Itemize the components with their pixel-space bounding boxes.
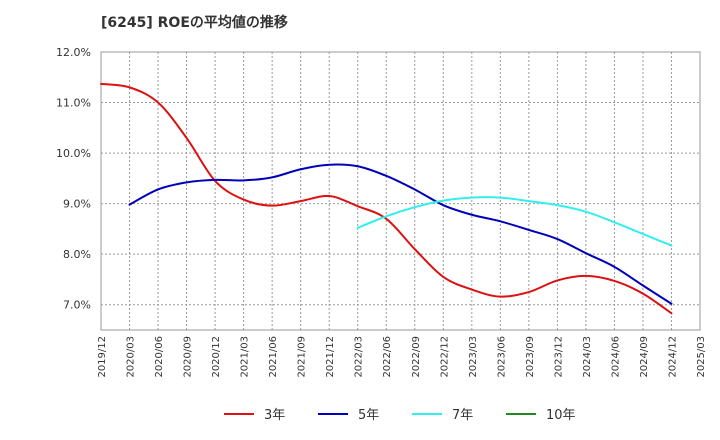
series-line-2 xyxy=(128,163,673,305)
grid-layer xyxy=(101,52,700,330)
legend-label-1: 3年 xyxy=(264,408,285,423)
x-tick-label: 2024/06 xyxy=(610,336,621,378)
series-layer xyxy=(100,82,673,315)
x-tick-label: 2024/12 xyxy=(667,336,678,378)
x-axis-ticks: 2019/12 2020/03 2020/06 2020/09 2020/12 2021/… xyxy=(97,336,707,378)
x-tick-label: 2024/03 xyxy=(582,336,593,378)
x-tick-label: 2022/09 xyxy=(411,336,422,378)
x-tick-label: 2021/03 xyxy=(240,336,251,378)
x-tick-label: 2022/06 xyxy=(382,336,393,378)
x-tick-label: 2025/03 xyxy=(696,336,707,378)
chart-title: [6245] ROEの平均値の推移 xyxy=(101,15,288,31)
x-tick-label: 2022/12 xyxy=(439,336,450,378)
x-tick-label: 2021/09 xyxy=(297,336,308,378)
x-tick-label: 2023/09 xyxy=(525,336,536,378)
x-tick-label: 2023/12 xyxy=(553,336,564,378)
y-tick-label: 7.0% xyxy=(63,299,91,312)
y-tick-label: 10.0% xyxy=(56,147,91,160)
y-axis-ticks: 7.0% 8.0% 9.0% 10.0% 11.0% 12.0% xyxy=(56,46,91,312)
series-line-3 xyxy=(356,196,673,247)
y-tick-label: 12.0% xyxy=(56,46,91,59)
x-tick-label: 2022/03 xyxy=(354,336,365,378)
x-tick-label: 2023/06 xyxy=(496,336,507,378)
x-tick-label: 2020/06 xyxy=(154,336,165,378)
y-tick-label: 9.0% xyxy=(63,198,91,211)
x-tick-label: 2019/12 xyxy=(97,336,108,378)
x-tick-label: 2023/03 xyxy=(468,336,479,378)
plot-area-frame xyxy=(100,51,701,331)
x-tick-label: 2020/12 xyxy=(211,336,222,378)
x-tick-label: 2021/06 xyxy=(268,336,279,378)
legend-label-2: 5年 xyxy=(358,408,379,423)
x-tick-label: 2020/03 xyxy=(126,336,137,378)
legend: 3年 5年 7年 10年 xyxy=(224,408,576,423)
y-tick-label: 11.0% xyxy=(56,97,91,110)
series-line-1 xyxy=(100,82,673,315)
y-tick-label: 8.0% xyxy=(63,248,91,261)
x-tick-label: 2020/09 xyxy=(183,336,194,378)
x-tick-label: 2021/12 xyxy=(325,336,336,378)
legend-label-4: 10年 xyxy=(546,408,576,423)
legend-label-3: 7年 xyxy=(452,408,473,423)
x-tick-label: 2024/09 xyxy=(639,336,650,378)
